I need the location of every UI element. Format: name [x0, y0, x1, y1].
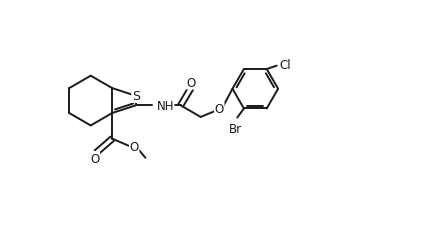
Text: S: S: [132, 90, 140, 103]
Text: O: O: [187, 77, 196, 90]
Text: O: O: [90, 152, 99, 165]
Text: NH: NH: [157, 99, 174, 112]
Text: O: O: [130, 140, 139, 153]
Text: O: O: [215, 103, 224, 116]
Text: Cl: Cl: [279, 59, 291, 72]
Text: Br: Br: [229, 122, 242, 135]
